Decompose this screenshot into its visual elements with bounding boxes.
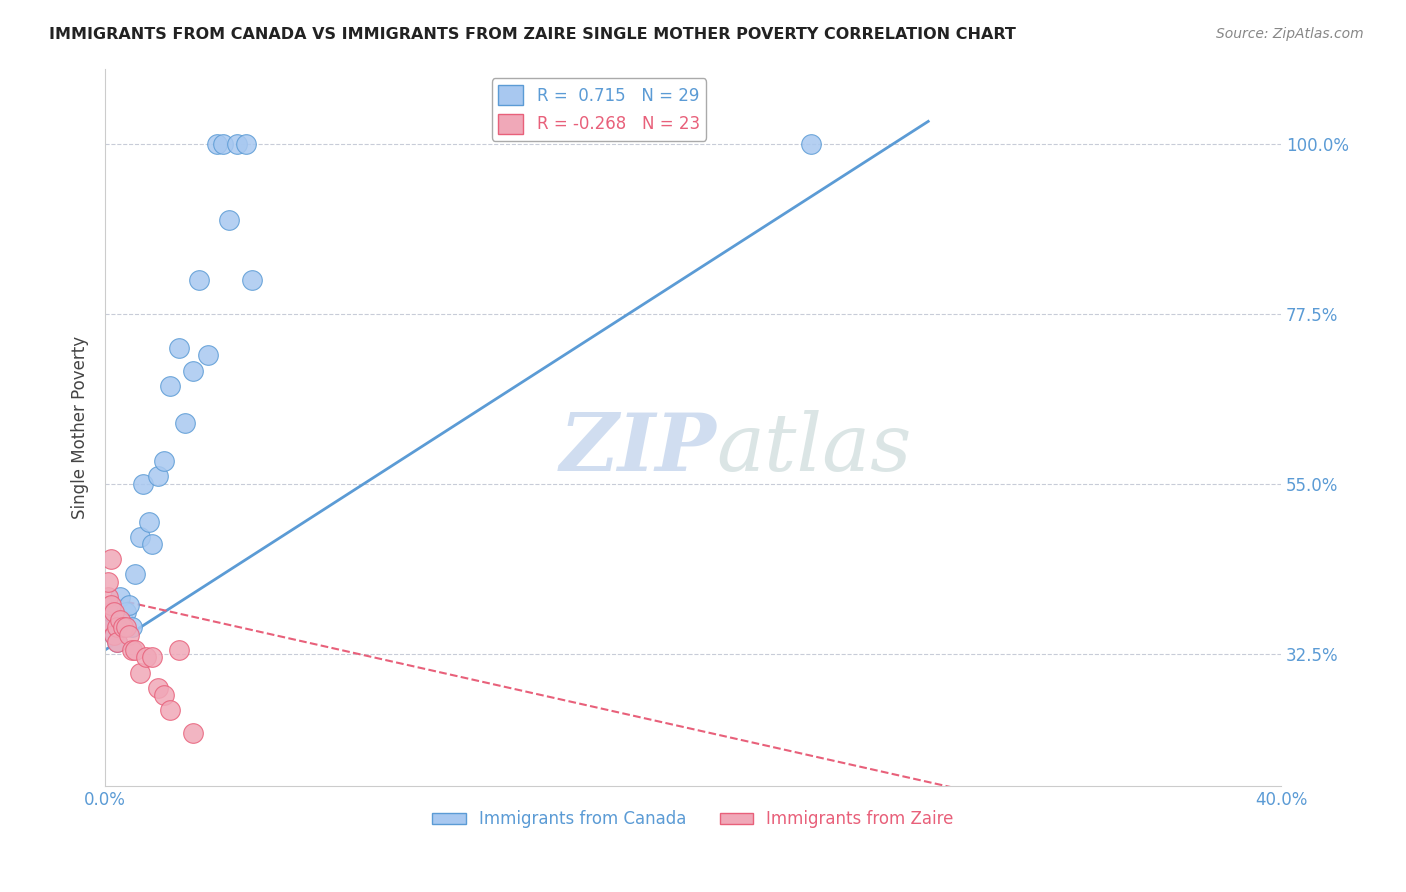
Point [103,605,125,619]
Point [121,643,143,657]
Point [108,590,131,604]
Point [103,628,125,642]
Point [97,574,120,589]
Point [97,590,120,604]
Point [100,598,122,612]
Text: Source: ZipAtlas.com: Source: ZipAtlas.com [1216,27,1364,41]
Point [105,635,128,649]
Point [118,598,141,612]
Point [141,650,163,665]
Point [235,136,257,151]
Legend: Immigrants from Canada, Immigrants from Zaire: Immigrants from Canada, Immigrants from … [426,804,960,835]
Point [218,212,240,227]
Point [800,136,823,151]
Point [211,136,233,151]
Point [105,635,128,649]
Point [100,605,122,619]
Point [129,530,152,544]
Point [167,643,190,657]
Point [114,620,136,634]
Point [146,469,169,483]
Point [124,567,146,582]
Point [111,620,134,634]
Point [105,620,128,634]
Point [94,613,117,627]
Y-axis label: Single Mother Poverty: Single Mother Poverty [72,335,89,519]
Point [183,363,205,377]
Point [146,681,169,695]
Text: ZIP: ZIP [560,410,717,487]
Point [135,650,157,665]
Point [108,613,131,627]
Point [124,643,146,657]
Point [138,515,160,529]
Point [226,136,249,151]
Point [97,620,120,634]
Point [183,726,205,740]
Point [159,703,181,717]
Point [118,628,141,642]
Point [159,378,181,392]
Point [100,552,122,566]
Point [173,417,195,431]
Text: IMMIGRANTS FROM CANADA VS IMMIGRANTS FROM ZAIRE SINGLE MOTHER POVERTY CORRELATIO: IMMIGRANTS FROM CANADA VS IMMIGRANTS FRO… [49,27,1017,42]
Point [188,273,211,287]
Point [153,454,176,468]
Point [153,688,176,702]
Point [111,613,134,627]
Point [129,665,152,680]
Point [103,628,125,642]
Point [114,605,136,619]
Text: atlas: atlas [717,410,912,487]
Point [197,348,219,362]
Point [132,476,155,491]
Point [240,273,263,287]
Point [141,537,163,551]
Point [167,341,190,355]
Point [205,136,228,151]
Point [121,620,143,634]
